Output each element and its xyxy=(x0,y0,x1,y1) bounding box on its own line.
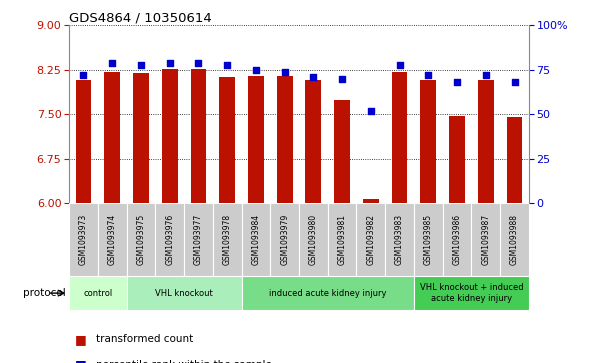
Text: GSM1093974: GSM1093974 xyxy=(108,214,117,265)
Bar xyxy=(328,203,356,276)
Bar xyxy=(414,203,443,276)
Bar xyxy=(363,199,379,203)
Bar xyxy=(184,203,213,276)
Bar xyxy=(242,276,414,310)
Text: percentile rank within the sample: percentile rank within the sample xyxy=(96,360,272,363)
Bar xyxy=(69,203,98,276)
Bar xyxy=(98,203,127,276)
Point xyxy=(194,60,203,66)
Bar xyxy=(299,203,328,276)
Bar xyxy=(449,116,465,203)
Point xyxy=(165,60,174,66)
Point xyxy=(424,72,433,78)
Bar xyxy=(248,76,264,203)
Text: GSM1093977: GSM1093977 xyxy=(194,214,203,265)
Point xyxy=(308,74,318,80)
Text: control: control xyxy=(83,289,112,298)
Text: induced acute kidney injury: induced acute kidney injury xyxy=(269,289,386,298)
Bar xyxy=(471,203,500,276)
Bar xyxy=(105,72,120,203)
Point xyxy=(395,62,404,68)
Text: GSM1093986: GSM1093986 xyxy=(453,214,462,265)
Text: transformed count: transformed count xyxy=(96,334,194,344)
Bar xyxy=(507,117,522,203)
Point xyxy=(108,60,117,66)
Bar xyxy=(392,72,407,203)
Point xyxy=(510,79,519,85)
Point xyxy=(452,79,462,85)
Bar xyxy=(385,203,414,276)
Point xyxy=(79,72,88,78)
Point xyxy=(251,67,261,73)
Bar xyxy=(334,99,350,203)
Bar xyxy=(127,203,155,276)
Bar xyxy=(133,73,149,203)
Text: GSM1093975: GSM1093975 xyxy=(136,214,145,265)
Text: GSM1093984: GSM1093984 xyxy=(251,214,260,265)
Bar xyxy=(443,203,471,276)
Point xyxy=(136,62,146,68)
Bar xyxy=(219,77,235,203)
Bar xyxy=(500,203,529,276)
Text: GSM1093987: GSM1093987 xyxy=(481,214,490,265)
Bar xyxy=(69,276,127,310)
Text: GSM1093979: GSM1093979 xyxy=(280,214,289,265)
Bar xyxy=(213,203,242,276)
Bar xyxy=(270,203,299,276)
Point xyxy=(222,62,232,68)
Text: GSM1093980: GSM1093980 xyxy=(309,214,318,265)
Bar xyxy=(305,80,322,203)
Text: GSM1093978: GSM1093978 xyxy=(222,214,231,265)
Bar xyxy=(155,203,184,276)
Text: GSM1093973: GSM1093973 xyxy=(79,214,88,265)
Point xyxy=(366,108,376,114)
Bar xyxy=(356,203,385,276)
Text: GSM1093983: GSM1093983 xyxy=(395,214,404,265)
Bar xyxy=(242,203,270,276)
Point xyxy=(280,69,290,74)
Bar xyxy=(162,69,177,203)
Text: GSM1093981: GSM1093981 xyxy=(338,214,347,265)
Text: protocol: protocol xyxy=(23,288,66,298)
Text: GDS4864 / 10350614: GDS4864 / 10350614 xyxy=(69,11,212,24)
Text: GSM1093976: GSM1093976 xyxy=(165,214,174,265)
Text: ■: ■ xyxy=(75,333,87,346)
Bar xyxy=(276,76,293,203)
Bar xyxy=(127,276,242,310)
Bar xyxy=(478,80,493,203)
Text: VHL knockout: VHL knockout xyxy=(155,289,213,298)
Text: GSM1093985: GSM1093985 xyxy=(424,214,433,265)
Text: GSM1093982: GSM1093982 xyxy=(367,214,376,265)
Point xyxy=(337,76,347,82)
Bar xyxy=(76,80,91,203)
Text: ■: ■ xyxy=(75,358,87,363)
Bar xyxy=(414,276,529,310)
Bar xyxy=(421,80,436,203)
Bar xyxy=(191,69,206,203)
Text: VHL knockout + induced
acute kidney injury: VHL knockout + induced acute kidney inju… xyxy=(419,284,523,303)
Text: GSM1093988: GSM1093988 xyxy=(510,214,519,265)
Point xyxy=(481,72,490,78)
